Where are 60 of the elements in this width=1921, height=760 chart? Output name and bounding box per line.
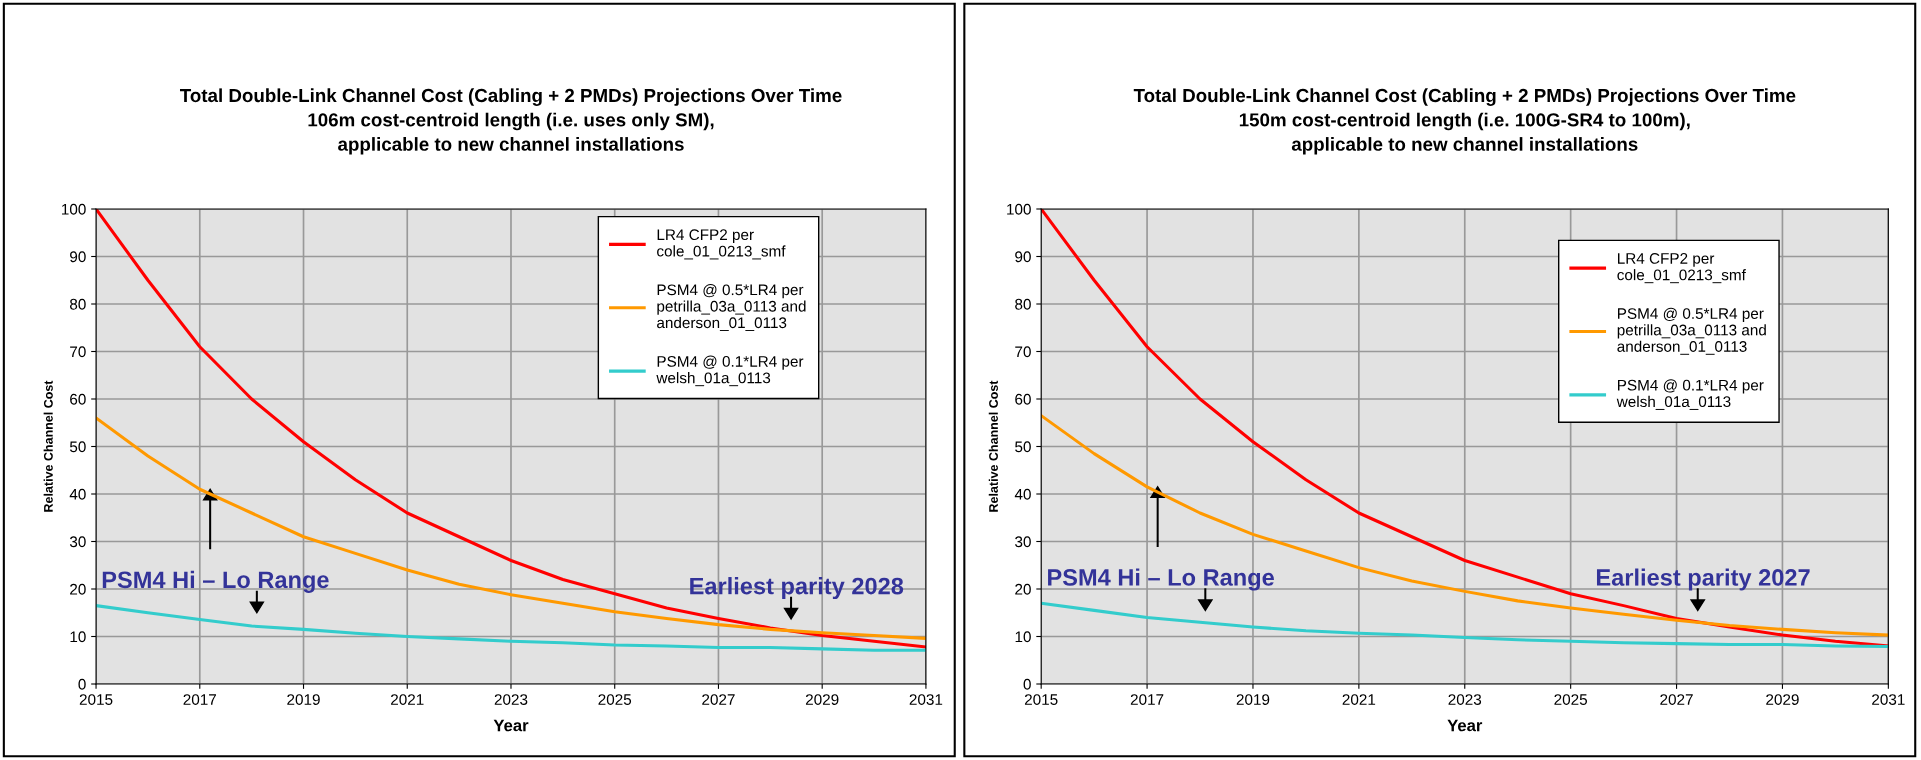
y-tick-label: 0 — [1023, 678, 1031, 690]
x-tick-label: 2019 — [1236, 694, 1270, 705]
y-tick-label: 40 — [69, 488, 86, 500]
x-tick-label: 2029 — [805, 694, 839, 705]
x-tick-label: 2023 — [494, 694, 528, 705]
y-tick-label: 30 — [1015, 536, 1031, 548]
x-tick-label: 2025 — [1554, 694, 1588, 705]
line-series — [1041, 414, 1889, 637]
y-tick-label: 50 — [1015, 441, 1031, 453]
x-tick-label: 2029 — [1766, 694, 1799, 705]
y-tick-label: 100 — [1007, 203, 1031, 215]
x-tick-label: 2027 — [1660, 694, 1693, 705]
x-tick-label: 2027 — [702, 694, 735, 705]
x-tick-label: 2015 — [1024, 694, 1058, 705]
x-tick-label: 2015 — [79, 694, 113, 705]
y-tick-label: 0 — [78, 678, 86, 690]
y-tick-label: 90 — [70, 251, 86, 263]
y-tick-label: 80 — [70, 298, 86, 310]
x-axis-title: Year — [493, 719, 529, 732]
x-tick-label: 2017 — [183, 694, 217, 705]
y-tick-label: 20 — [70, 583, 86, 595]
y-tick-label: 40 — [1014, 488, 1031, 500]
legend-label: PSM4 @ 0.5*LR4 per petrilla_03a_0113 and anderson_01_0113 — [1617, 307, 1766, 355]
x-tick-label: 2021 — [1342, 694, 1376, 705]
y-tick-label: 70 — [70, 346, 86, 358]
legend-label: PSM4 @ 0.1*LR4 per welsh_01a_0113 — [656, 355, 804, 387]
y-tick-label: 50 — [69, 441, 86, 453]
annotation: Earliest parity 2028 — [690, 577, 904, 600]
x-tick-label: 2031 — [909, 694, 943, 705]
y-tick-label: 90 — [1015, 251, 1031, 263]
line-series — [1041, 601, 1889, 648]
x-tick-label: 2021 — [391, 694, 424, 705]
x-tick-label: 2023 — [1448, 694, 1482, 705]
line-series — [96, 604, 926, 652]
y-tick-label: 100 — [62, 203, 86, 215]
y-tick-label: 60 — [1015, 393, 1031, 405]
legend-label: LR4 CFP2 per cole_01_0213_smf — [1617, 253, 1746, 284]
y-tick-label: 20 — [1015, 583, 1031, 595]
y-tick-label: 60 — [70, 393, 86, 405]
x-tick-label: 2025 — [598, 694, 632, 705]
y-tick-label: 10 — [1015, 631, 1031, 643]
legend-label: PSM4 @ 0.1*LR4 per welsh_01a_0113 — [1616, 379, 1764, 410]
chart-title: Total Double-Link Channel Cost (Cabling + 2 PMDs) Projections Over Time 106m cost-centroid length (i.e. uses only SM), applicable to new channel installations — [180, 88, 842, 155]
legend-label: LR4 CFP2 per cole_01_0213_smf — [657, 229, 786, 260]
y-tick-label: 10 — [70, 631, 86, 643]
x-axis-title: Year — [1447, 719, 1483, 732]
y-axis-title: Relative Channel Cost — [988, 380, 998, 512]
x-tick-label: 2017 — [1130, 694, 1164, 705]
chart-title: Total Double-Link Channel Cost (Cabling + 2 PMDs) Projections Over Time 150m cost-centroid length (i.e. 100G-SR4 to 100m), applicable to new channel installations — [1133, 88, 1796, 155]
y-tick-label: 70 — [1015, 346, 1031, 358]
line-series — [96, 416, 926, 640]
annotation: PSM4 Hi – Lo Range — [102, 570, 329, 593]
x-tick-label: 2019 — [287, 694, 320, 705]
annotation: Earliest parity 2027 — [1596, 568, 1810, 591]
y-tick-label: 80 — [1015, 298, 1031, 310]
x-tick-label: 2031 — [1872, 694, 1905, 705]
annotation: PSM4 Hi – Lo Range — [1048, 568, 1274, 591]
legend-label: PSM4 @ 0.5*LR4 per petrilla_03a_0113 and anderson_01_0113 — [657, 284, 806, 332]
y-axis-title: Relative Channel Cost — [43, 380, 53, 512]
y-tick-label: 30 — [69, 536, 86, 548]
